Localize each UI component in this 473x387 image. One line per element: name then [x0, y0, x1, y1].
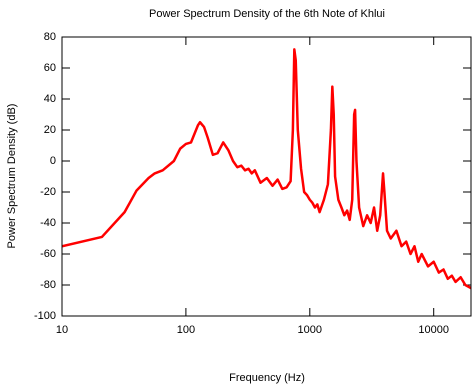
y-tick-label: -40: [40, 217, 56, 229]
data-line: [62, 48, 471, 290]
y-tick-label: 40: [44, 93, 56, 105]
plot-border: [61, 36, 472, 317]
y-tick-label: 80: [44, 31, 56, 43]
x-tick-label: 10000: [418, 324, 449, 336]
y-tick-label: 20: [44, 124, 56, 136]
x-tick-label: 10: [56, 324, 68, 336]
y-tick-label: 60: [44, 62, 56, 74]
chart-title: Power Spectrum Density of the 6th Note o…: [149, 8, 385, 20]
y-axis-label: Power Spectrum Density (dB): [6, 104, 18, 249]
x-tick-label: 100: [177, 324, 195, 336]
y-tick-label: -80: [40, 279, 56, 291]
x-axis-label: Frequency (Hz): [229, 372, 305, 384]
x-tick-label: 1000: [298, 324, 322, 336]
y-tick-label: -100: [34, 310, 56, 322]
y-tick-label: 0: [50, 155, 56, 167]
y-tick-label: -20: [40, 186, 56, 198]
y-tick-label: -60: [40, 248, 56, 260]
